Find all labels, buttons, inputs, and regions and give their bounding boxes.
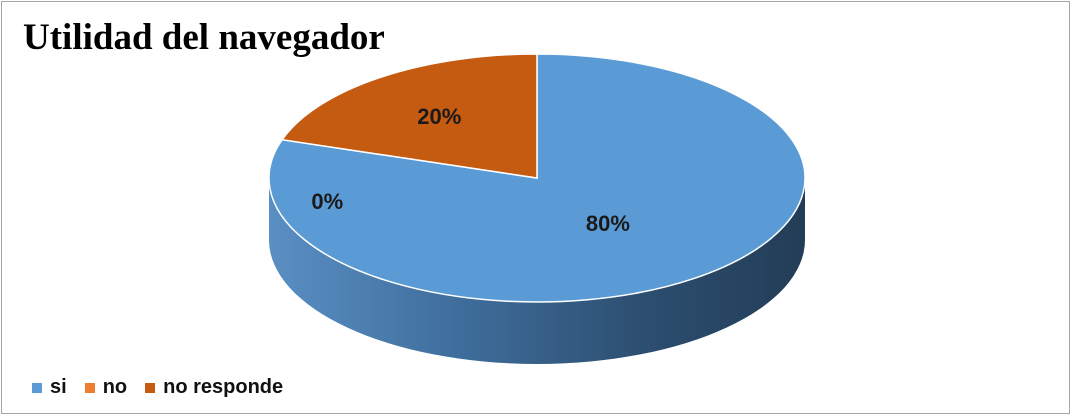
pie-data-labels: 80% 0% 20%	[311, 104, 630, 236]
data-label-no: 0%	[311, 189, 343, 214]
legend-label-si: si	[50, 376, 67, 398]
legend-label-no: no	[102, 376, 128, 398]
data-label-no-responde: 20%	[417, 104, 461, 129]
legend-swatch-si	[32, 382, 42, 393]
chart-legend: si no no responde	[32, 376, 301, 399]
legend-swatch-no	[84, 382, 95, 393]
pie-slice-no-responde	[280, 53, 538, 179]
chart-title: Utilidad del navegador	[23, 17, 385, 58]
data-label-si: 80%	[586, 211, 630, 236]
legend-item-si: si	[32, 376, 67, 399]
legend-swatch-no-responde	[145, 382, 156, 393]
pie-slices	[268, 53, 806, 303]
legend-item-no-responde: no responde	[145, 376, 283, 399]
legend-label-no-responde: no responde	[163, 376, 284, 398]
pie-side-face	[269, 178, 805, 364]
legend-item-no: no	[84, 376, 128, 399]
pie-3d-side	[269, 178, 805, 364]
